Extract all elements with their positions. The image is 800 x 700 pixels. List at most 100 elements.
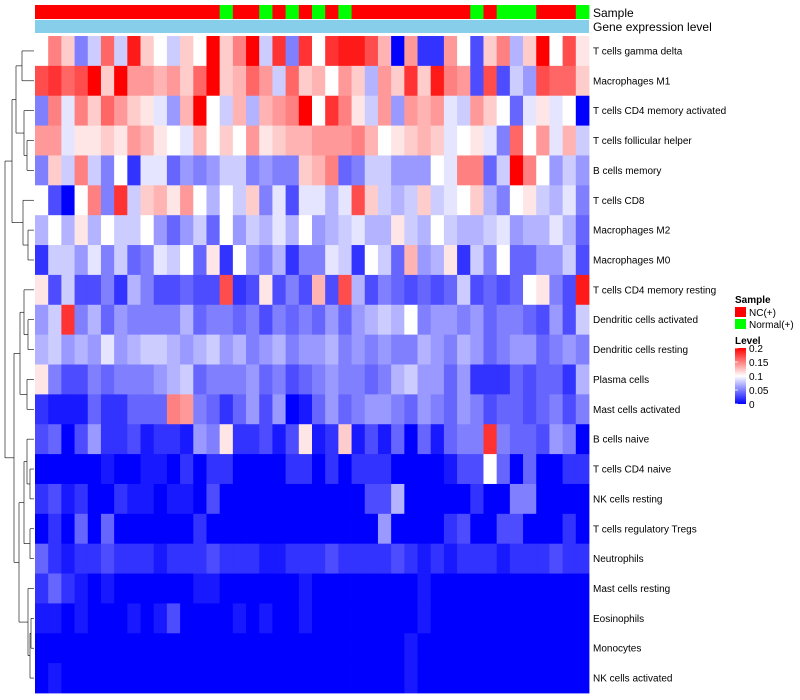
heatmap-cell bbox=[127, 185, 141, 216]
heatmap-cell bbox=[100, 125, 115, 156]
heatmap-cell bbox=[180, 36, 194, 67]
heatmap-cell bbox=[325, 633, 339, 664]
heatmap-cell bbox=[443, 483, 458, 515]
heatmap-cell bbox=[575, 274, 590, 306]
heatmap-cell bbox=[127, 65, 141, 97]
heatmap-cell bbox=[246, 125, 260, 156]
sample-annotation-cell bbox=[140, 5, 155, 19]
heatmap-cell bbox=[364, 663, 379, 694]
heatmap-cell bbox=[470, 274, 484, 306]
heatmap-cell bbox=[180, 95, 194, 126]
heatmap-cell bbox=[219, 125, 234, 156]
heatmap-cell bbox=[417, 424, 432, 455]
heatmap-cell bbox=[364, 215, 379, 246]
heatmap-cell bbox=[470, 215, 484, 246]
heatmap-cell bbox=[166, 573, 181, 604]
heatmap-cell bbox=[153, 543, 168, 574]
heatmap-cell bbox=[259, 125, 273, 156]
heatmap-cell bbox=[483, 603, 498, 634]
heatmap-cell bbox=[325, 394, 339, 425]
heatmap-cell bbox=[509, 543, 524, 574]
heatmap-cell bbox=[246, 274, 260, 306]
heatmap-cell bbox=[100, 155, 115, 186]
row-label: T cells CD4 memory activated bbox=[593, 106, 726, 117]
heatmap-cell bbox=[285, 513, 300, 545]
row-label: Mast cells activated bbox=[593, 405, 680, 416]
heatmap-cell bbox=[246, 36, 260, 67]
heatmap-cell bbox=[193, 274, 207, 306]
heatmap-cell bbox=[140, 36, 155, 67]
heatmap-cell bbox=[377, 274, 392, 306]
heatmap-cell bbox=[549, 543, 564, 574]
heatmap-cell bbox=[298, 304, 313, 336]
heatmap-cell bbox=[100, 95, 115, 126]
heatmap-cell bbox=[404, 364, 418, 395]
heatmap-cell bbox=[536, 483, 550, 515]
heatmap-cell bbox=[312, 215, 326, 246]
heatmap-cell bbox=[298, 573, 313, 604]
heatmap-cell bbox=[100, 603, 115, 634]
heatmap-cell bbox=[114, 543, 128, 574]
heatmap-cell bbox=[417, 454, 432, 485]
heatmap-cell bbox=[285, 274, 300, 306]
heatmap-cell bbox=[536, 663, 550, 694]
heatmap-cell bbox=[232, 543, 247, 574]
heatmap-cell bbox=[232, 304, 247, 336]
heatmap-cell bbox=[61, 274, 75, 306]
heatmap-cell bbox=[140, 334, 155, 365]
legend-tick-label: 0.05 bbox=[749, 386, 769, 397]
heatmap-cell bbox=[338, 483, 352, 515]
heatmap-cell bbox=[140, 125, 155, 156]
heatmap-cell bbox=[351, 394, 366, 425]
heatmap-cell bbox=[325, 573, 339, 604]
heatmap-cell bbox=[523, 633, 537, 664]
heatmap-cell bbox=[193, 543, 207, 574]
heatmap-cell bbox=[153, 65, 168, 97]
heatmap-cell bbox=[272, 394, 287, 425]
heatmap-cell bbox=[562, 65, 577, 97]
heatmap-cell bbox=[523, 274, 537, 306]
heatmap-cell bbox=[61, 95, 75, 126]
heatmap-cell bbox=[312, 603, 326, 634]
heatmap-cell bbox=[575, 364, 590, 395]
heatmap-cell bbox=[193, 603, 207, 634]
heatmap-cell bbox=[417, 334, 432, 365]
heatmap-cell bbox=[457, 245, 471, 276]
heatmap-cell bbox=[364, 36, 379, 67]
heatmap-cell bbox=[74, 334, 89, 365]
heatmap-cell bbox=[232, 513, 247, 545]
heatmap-cell bbox=[232, 125, 247, 156]
heatmap-cell bbox=[549, 454, 564, 485]
heatmap-cell bbox=[206, 543, 221, 574]
heatmap-cell bbox=[325, 185, 339, 216]
heatmap-cell bbox=[536, 95, 550, 126]
heatmap-cell bbox=[61, 543, 75, 574]
heatmap-cell bbox=[127, 36, 141, 67]
heatmap-cell bbox=[457, 543, 471, 574]
heatmap-cell bbox=[312, 633, 326, 664]
heatmap-cell bbox=[364, 274, 379, 306]
heatmap-cell bbox=[351, 245, 366, 276]
heatmap-cell bbox=[364, 573, 379, 604]
heatmap-cell bbox=[153, 215, 168, 246]
sample-annotation-cell bbox=[153, 5, 168, 19]
heatmap-cell bbox=[285, 215, 300, 246]
heatmap-cell bbox=[496, 394, 511, 425]
heatmap-cell bbox=[35, 394, 49, 425]
heatmap-cell bbox=[575, 95, 590, 126]
heatmap-cell bbox=[351, 543, 366, 574]
heatmap-cell bbox=[496, 483, 511, 515]
heatmap-cell bbox=[246, 215, 260, 246]
heatmap-cell bbox=[206, 125, 221, 156]
heatmap-cell bbox=[127, 364, 141, 395]
heatmap-cell bbox=[470, 573, 484, 604]
heatmap-cell bbox=[509, 334, 524, 365]
heatmap-cell bbox=[470, 185, 484, 216]
heatmap-cell bbox=[140, 394, 155, 425]
heatmap-cell bbox=[483, 364, 498, 395]
heatmap-cell bbox=[48, 454, 62, 485]
heatmap-cell bbox=[325, 125, 339, 156]
heatmap-cell bbox=[443, 36, 458, 67]
heatmap-cell bbox=[48, 185, 62, 216]
heatmap-cell bbox=[457, 513, 471, 545]
